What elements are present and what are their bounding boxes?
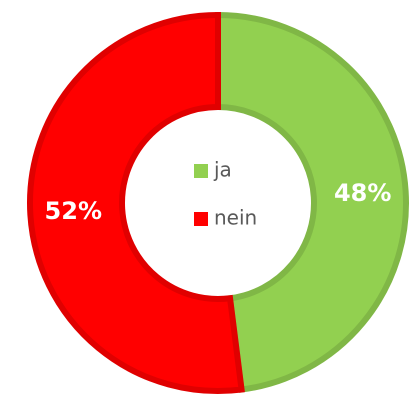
data-label: 48% (334, 179, 391, 207)
donut-segment (27, 11, 245, 394)
legend-swatch (194, 164, 208, 178)
legend-label: ja (213, 158, 232, 182)
data-label: 52% (45, 197, 102, 225)
donut-segment (215, 11, 410, 393)
legend-label: nein (214, 206, 257, 230)
legend-swatch (194, 212, 208, 226)
